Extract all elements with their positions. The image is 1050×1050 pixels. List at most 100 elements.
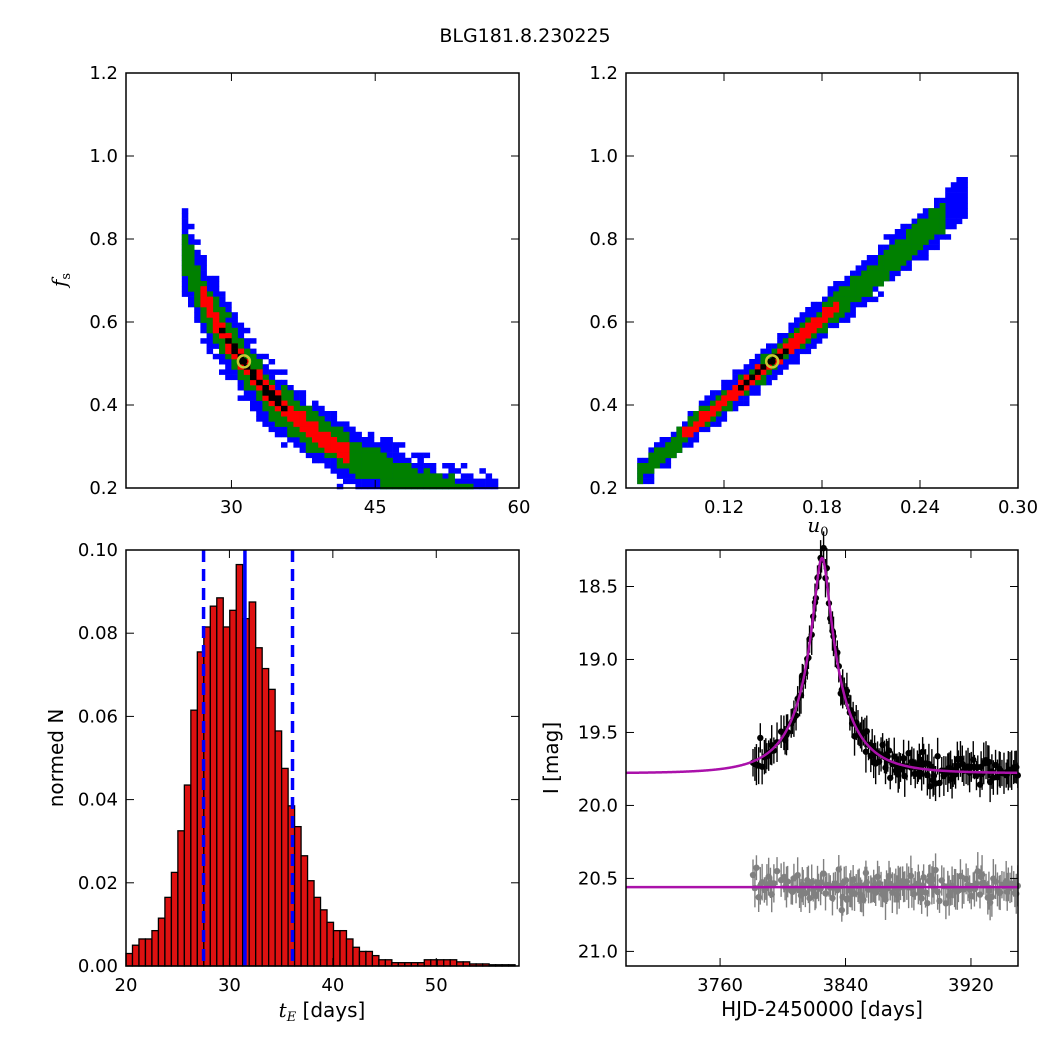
density-cell-2sigma [704,416,711,422]
density-cell-2sigma [324,442,331,448]
photometry-point [757,734,764,742]
density-cell-2sigma [788,348,795,355]
density-cell-4sigma [243,327,251,334]
te-histogram-ylabel: normed N [44,709,68,808]
density-cell-3sigma [367,447,375,453]
density-cell-2sigma [760,369,767,375]
density-cell-2sigma [262,395,269,401]
density-cell-2sigma [343,447,350,453]
density-cell-1sigma [268,395,276,401]
density-cell-2sigma [206,296,214,303]
density-cell-4sigma [417,452,424,459]
density-cell-2sigma [281,411,288,417]
density-cell-3sigma [934,223,940,230]
density-cell-3sigma [889,265,896,271]
density-cell-3sigma [200,307,207,313]
density-cell-3sigma [361,447,369,453]
density-cell-4sigma [850,301,856,308]
density-cell-4sigma [417,468,424,474]
density-cell-4sigma [237,395,245,401]
histogram-bar [313,896,322,967]
density-cell-4sigma [200,322,207,329]
density-cell-3sigma [917,244,924,251]
density-cell-3sigma [380,463,387,469]
density-cell-3sigma [900,255,907,261]
density-cell-3sigma [911,229,918,235]
te-histogram-xlabel: tE [days] [279,998,366,1025]
density-cell-2sigma [704,411,711,417]
density-cell-3sigma [754,379,761,386]
density-cell-4sigma [188,296,195,303]
density-cell-3sigma [212,296,220,303]
residual-point [885,872,893,880]
histogram-bar [378,959,387,967]
density-cell-3sigma [436,473,443,479]
density-cell-3sigma [417,483,424,490]
density-cell-3sigma [188,265,195,271]
density-cell-3sigma [231,364,238,370]
residual-point [773,867,781,875]
u0-fs-density-map [637,177,968,485]
figure-title: BLG181.8.230225 [439,25,610,47]
density-cell-4sigma [231,312,238,318]
density-cell-4sigma [219,301,226,308]
density-cell-4sigma [788,353,795,360]
density-cell-4sigma [754,390,761,396]
density-cell-3sigma [206,317,214,323]
residual-point [862,869,870,877]
density-cell-4sigma [318,452,325,459]
density-cell-4sigma [945,203,952,209]
density-cell-4sigma [917,249,924,256]
density-cell-3sigma [194,286,201,292]
density-cell-3sigma [838,307,845,313]
density-cell-4sigma [889,275,896,282]
density-cell-3sigma [448,473,455,479]
density-cell-4sigma [212,291,220,297]
density-cell-4sigma [374,478,381,485]
density-cell-4sigma [956,192,963,199]
histogram-bar [384,959,393,967]
density-cell-3sigma [939,218,946,225]
density-cell-3sigma [219,343,226,349]
density-cell-3sigma [212,338,220,344]
density-cell-4sigma [894,270,901,277]
density-cell-4sigma [299,447,307,453]
density-cell-4sigma [256,400,263,407]
density-cell-3sigma [231,338,238,344]
density-cell-4sigma [318,405,325,412]
y-tick-label: 1.0 [89,146,118,167]
te-fs-ticks: 30 45 60 0.2 0.4 0.6 0.8 1.0 1.2 [89,63,530,518]
density-cell-4sigma [293,395,300,401]
residual-point [924,899,931,907]
density-cell-4sigma [833,286,840,292]
density-cell-3sigma [355,473,362,479]
residual-point [874,873,881,880]
density-cell-3sigma [287,390,294,396]
density-cell-3sigma [883,255,890,261]
density-cell-3sigma [637,478,644,485]
density-cell-3sigma [760,353,767,360]
x-tick-label: 60 [508,497,531,518]
panel-te-histogram: 20 30 40 50 0.00 0.02 0.04 0.06 0.08 0.10 tE [day… [44,540,520,1025]
density-cell-2sigma [305,421,313,427]
density-cell-3sigma [637,473,644,479]
density-cell-3sigma [866,265,873,271]
density-cell-3sigma [330,452,338,459]
density-cell-3sigma [866,270,873,277]
density-cell-4sigma [855,301,862,308]
density-cell-2sigma [687,431,694,438]
density-cell-4sigma [312,457,319,464]
density-cell-3sigma [225,353,232,360]
density-cell-2sigma [212,322,220,329]
density-cell-4sigma [777,338,784,344]
density-cell-4sigma [710,395,716,401]
histogram-bar [306,880,315,967]
density-cell-4sigma [411,463,418,469]
density-cell-4sigma [945,218,952,225]
density-cell-4sigma [721,416,728,422]
density-cell-4sigma [448,463,455,469]
density-cell-4sigma [866,255,873,261]
density-cell-3sigma [349,442,356,448]
density-cell-2sigma [318,442,325,448]
density-cell-2sigma [231,353,238,360]
